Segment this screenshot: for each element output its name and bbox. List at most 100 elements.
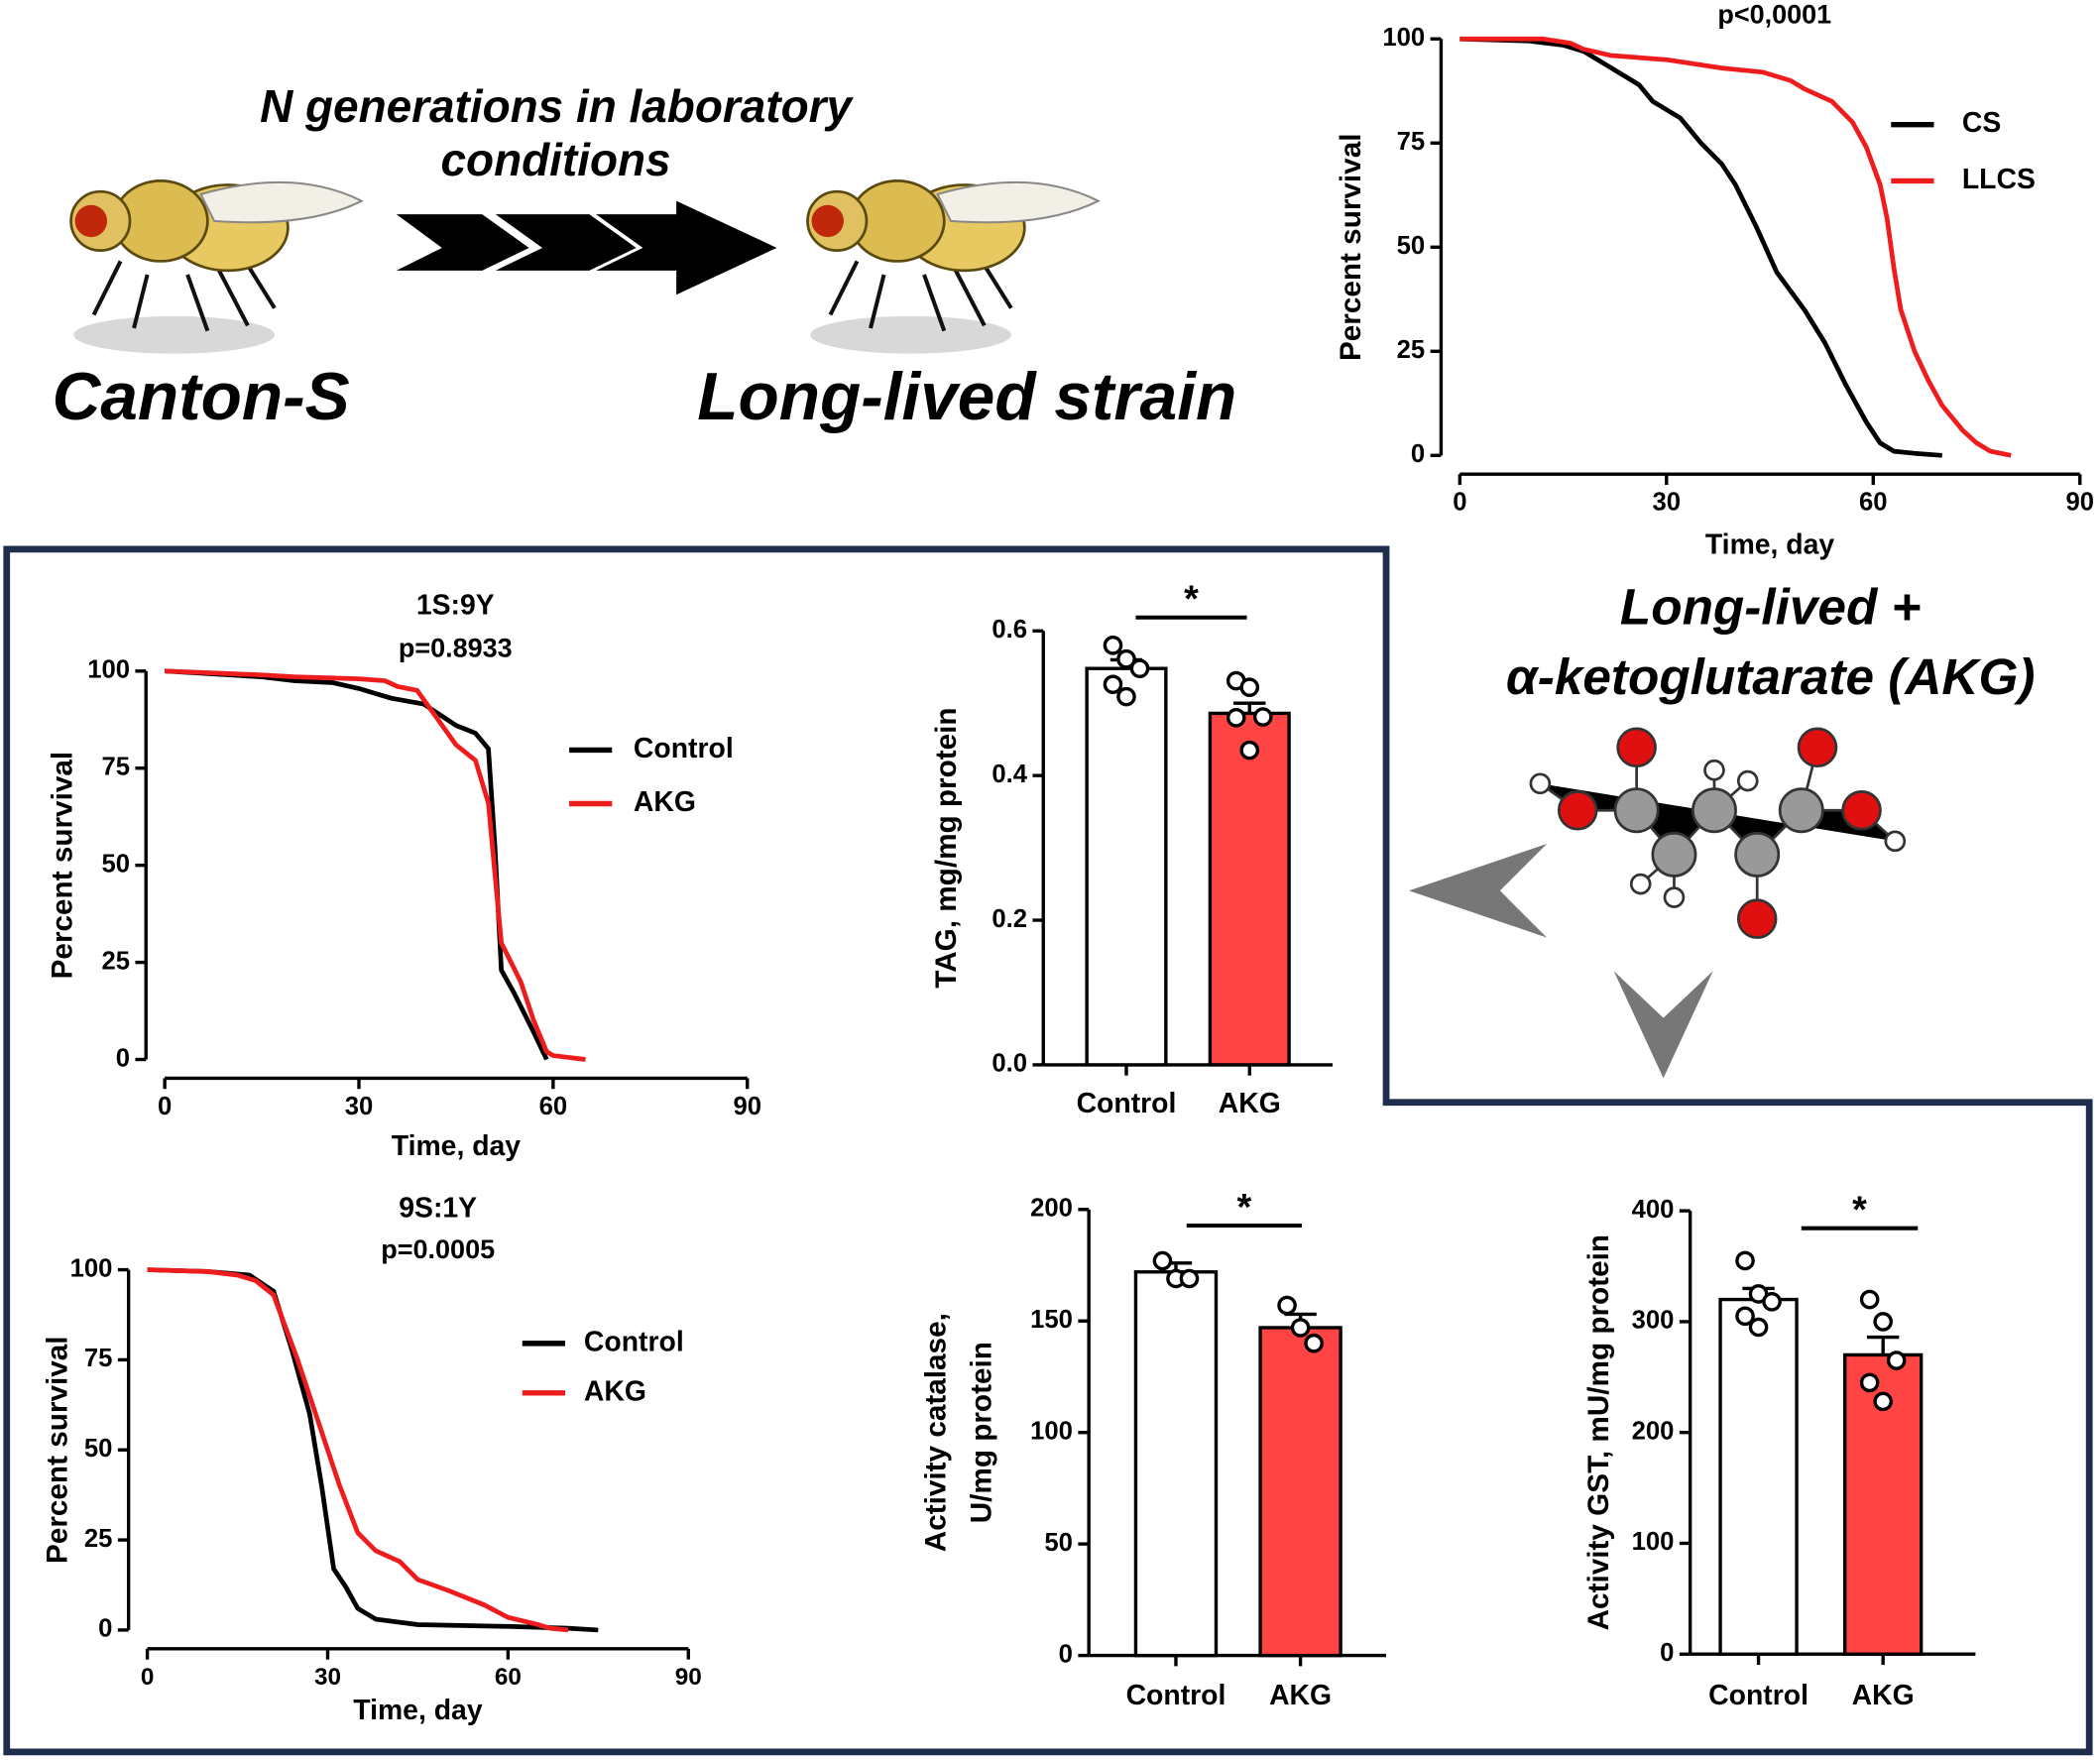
legend-label: Control: [584, 1326, 684, 1357]
akg-molecule: [1529, 727, 1907, 939]
data-point: [1304, 1333, 1324, 1353]
y-tick-label: 75: [101, 753, 130, 780]
y-tick-label: 75: [84, 1345, 113, 1372]
chart-title: 1S:9Y: [416, 589, 495, 621]
y-axis-label: Percent survival: [41, 1336, 73, 1564]
survival-line: [147, 1267, 569, 1633]
y-tick-label: 25: [84, 1525, 113, 1553]
x-tick-label: 60: [1859, 489, 1888, 517]
strain-label: Long-lived strain: [697, 360, 1236, 434]
strain-label: Canton-S: [53, 360, 350, 434]
x-tick-label: 30: [345, 1093, 374, 1120]
legend-label: Control: [634, 733, 734, 764]
data-point: [1252, 707, 1273, 727]
bar: [1085, 666, 1168, 1067]
treatment-label: α-ketoglutarate (AKG): [1506, 648, 2036, 705]
legend-label: AKG: [634, 786, 696, 818]
y-tick-label: 0: [98, 1615, 112, 1643]
data-point: [1873, 1312, 1893, 1332]
y-tick-label: 200: [1632, 1417, 1675, 1445]
error-bar: [1866, 1335, 1900, 1355]
survival-line: [165, 668, 586, 1062]
y-axis-label: Percent survival: [47, 752, 79, 980]
survival-line: [165, 668, 549, 1061]
data-point: [1129, 658, 1150, 678]
gray-arrow: [1409, 844, 1548, 938]
arrow-label: N generations in laboratory: [260, 80, 854, 132]
y-tick-label: 25: [1397, 336, 1426, 364]
data-point: [1116, 648, 1136, 669]
fly-long-lived: [808, 180, 1099, 353]
data-point: [1225, 707, 1246, 728]
y-tick-label: 50: [1397, 232, 1426, 260]
x-tick-label: 0: [158, 1093, 172, 1120]
data-point: [1290, 1318, 1311, 1338]
data-point: [1116, 686, 1136, 707]
data-point: [1152, 1250, 1173, 1271]
bar: [1718, 1297, 1799, 1656]
x-tick-label: 90: [2065, 489, 2094, 517]
data-point: [1859, 1372, 1880, 1393]
x-tick-label: 60: [539, 1093, 568, 1120]
x-axis-label: Time, day: [1705, 529, 1835, 561]
y-tick-label: 100: [87, 656, 130, 684]
data-point: [1735, 1306, 1755, 1327]
annotation: p<0,0001: [1717, 0, 1831, 29]
legend-label: CS: [1962, 107, 2001, 139]
y-tick-label: 100: [70, 1254, 113, 1282]
data-point: [1239, 677, 1260, 697]
x-tick-label: 30: [314, 1664, 341, 1691]
y-tick-label: 0.6: [992, 616, 1027, 644]
bar: [1133, 1270, 1219, 1658]
x-tick-label: Control: [1077, 1088, 1177, 1119]
x-axis-label: Time, day: [392, 1130, 522, 1162]
y-axis-label: Activity catalase,: [919, 1313, 952, 1552]
treatment-label: Long-lived +: [1620, 579, 1922, 636]
y-tick-label: 0.2: [992, 905, 1027, 933]
y-tick-label: 0.0: [992, 1050, 1027, 1078]
data-point: [1748, 1317, 1769, 1338]
bar: [1258, 1326, 1342, 1658]
x-tick-label: AKG: [1219, 1088, 1281, 1119]
y-axis-label: U/mg protein: [965, 1342, 997, 1523]
data-point: [1735, 1250, 1755, 1271]
survival-line: [147, 1267, 599, 1633]
y-tick-label: 50: [84, 1435, 113, 1463]
legend-label: LLCS: [1962, 164, 2036, 195]
legend-label: AKG: [584, 1375, 646, 1407]
data-point: [1103, 674, 1123, 695]
panel-border: [3, 545, 2093, 1756]
x-tick-label: 90: [675, 1664, 702, 1691]
x-tick-label: AKG: [1852, 1680, 1915, 1711]
x-tick-label: 60: [495, 1664, 522, 1691]
y-tick-label: 100: [1632, 1528, 1675, 1556]
y-tick-label: 200: [1030, 1195, 1073, 1223]
data-point: [1239, 740, 1260, 761]
chart-title: 9S:1Y: [399, 1192, 477, 1224]
data-point: [1859, 1289, 1880, 1310]
y-tick-label: 300: [1632, 1307, 1675, 1335]
y-tick-label: 0.4: [992, 761, 1027, 788]
y-tick-label: 150: [1030, 1306, 1073, 1334]
significance-mark: *: [1237, 1187, 1252, 1229]
y-tick-label: 0: [1059, 1640, 1073, 1668]
data-point: [1179, 1268, 1200, 1289]
gray-arrow: [1613, 971, 1713, 1079]
x-tick-label: 30: [1653, 489, 1682, 517]
y-axis-label: Percent survival: [1335, 134, 1367, 362]
y-tick-label: 0: [1411, 440, 1425, 468]
arrow-label: conditions: [441, 134, 671, 185]
y-tick-label: 50: [1044, 1529, 1073, 1557]
y-tick-label: 0: [1660, 1639, 1674, 1667]
data-point: [1886, 1350, 1907, 1370]
x-tick-label: 0: [141, 1664, 155, 1691]
bar: [1208, 711, 1291, 1067]
survival-line: [1459, 36, 1942, 458]
x-tick-label: Control: [1126, 1680, 1226, 1711]
error-bar: [1233, 701, 1266, 714]
data-point: [1762, 1292, 1782, 1312]
x-tick-label: Control: [1708, 1680, 1808, 1711]
fly-canton-s: [71, 180, 362, 353]
y-tick-label: 75: [1397, 128, 1426, 156]
